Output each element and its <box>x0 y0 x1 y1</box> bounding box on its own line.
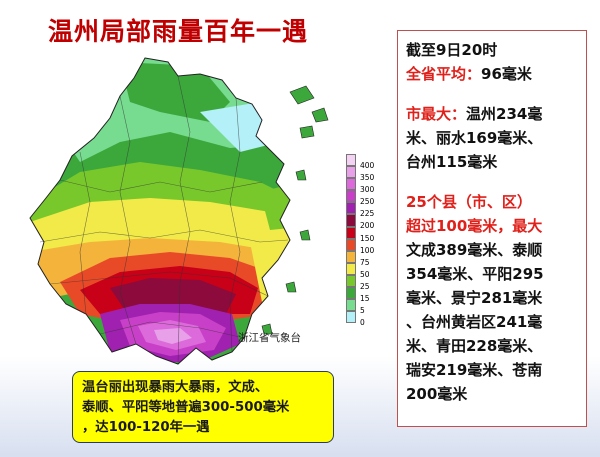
legend-item: 150 <box>346 226 380 243</box>
legend-item: 25 <box>346 274 380 291</box>
callout-line: ，达100-120年一遇 <box>82 420 210 435</box>
legend-swatch <box>346 166 356 179</box>
legend-label: 150 <box>360 233 375 243</box>
legend-item: 50 <box>346 262 380 279</box>
summary-callout: 温台丽出现暴雨大暴雨，文成、 泰顺、平阳等地普遍300-500毫米 ，达100-… <box>72 371 334 443</box>
legend-item: 250 <box>346 190 380 206</box>
legend-item: 300 <box>346 178 380 194</box>
city-max-text: 温州234毫 <box>466 105 543 123</box>
legend-item: 0 <box>346 311 380 327</box>
legend-label: 0 <box>360 318 365 328</box>
callout-line: 温台丽出现暴雨大暴雨，文成、 <box>82 380 269 395</box>
legend-label: 350 <box>360 173 375 183</box>
legend-label: 250 <box>360 197 375 207</box>
legend-label: 75 <box>360 257 370 267</box>
county-detail-line: 文成389毫米、泰顺 <box>406 241 543 259</box>
legend-swatch <box>346 250 356 263</box>
county-detail-line: 、台州黄岩区241毫 <box>406 313 543 331</box>
legend-item: 200 <box>346 214 380 230</box>
legend-item: 400 <box>346 154 380 170</box>
rainfall-map <box>0 52 400 424</box>
legend-label: 225 <box>360 209 375 219</box>
legend-label: 300 <box>360 185 375 195</box>
legend-label: 15 <box>360 294 370 304</box>
legend-label: 100 <box>360 245 375 255</box>
city-max-line: 台州115毫米 <box>406 153 498 171</box>
legend-swatch <box>346 311 356 324</box>
county-boundaries <box>39 75 289 365</box>
county-summary-line: 25个县（市、区） <box>406 193 532 211</box>
legend-swatch <box>346 299 356 312</box>
legend-swatch <box>346 178 356 191</box>
legend-label: 5 <box>360 306 365 316</box>
legend-swatch <box>346 202 356 215</box>
callout-line: 泰顺、平阳等地普遍300-500毫米 <box>82 400 290 415</box>
map-credit: 浙江省气象台 <box>238 332 301 344</box>
legend-label: 400 <box>360 161 375 170</box>
county-detail-line: 毫米、景宁281毫米 <box>406 289 543 307</box>
legend-swatch <box>346 226 356 239</box>
legend-label: 25 <box>360 281 370 291</box>
map-legend: 400 350 300 250 225 200 150 100 75 50 25… <box>346 154 380 327</box>
city-max-line: 米、丽水169毫米、 <box>406 129 543 147</box>
islands <box>261 85 329 335</box>
page-title: 温州局部雨量百年一遇 <box>48 17 309 46</box>
info-time: 截至9日20时 <box>406 41 498 59</box>
legend-item: 5 <box>346 299 380 315</box>
legend-item: 75 <box>346 250 380 267</box>
province-outline <box>29 57 291 365</box>
legend-label: 50 <box>360 269 370 279</box>
legend-item: 350 <box>346 166 380 182</box>
legend-swatch <box>346 214 356 227</box>
legend-item: 15 <box>346 287 380 303</box>
legend-swatch <box>346 154 356 167</box>
county-detail-line: 瑞安219毫米、苍南 <box>406 361 543 379</box>
legend-swatch <box>346 238 356 251</box>
legend-swatch <box>346 190 356 203</box>
province-average: 全省平均：96毫米 <box>406 62 580 86</box>
county-detail-line: 200毫米 <box>406 385 468 403</box>
rainfall-info-panel: 截至9日20时 全省平均：96毫米 市最大：温州234毫 米、丽水169毫米、 … <box>397 30 587 427</box>
legend-swatch <box>346 274 356 288</box>
legend-swatch <box>346 287 356 300</box>
legend-item: 225 <box>346 202 380 218</box>
avg-label: 全省平均： <box>406 65 482 83</box>
legend-label: 200 <box>360 221 375 231</box>
county-detail-line: 米、青田228毫米、 <box>406 337 543 355</box>
county-summary-line: 超过100毫米，最大 <box>406 217 543 235</box>
avg-value: 96毫米 <box>481 65 532 83</box>
legend-swatch <box>346 262 356 275</box>
city-max-label: 市最大： <box>406 105 467 123</box>
county-detail-line: 354毫米、平阳295 <box>406 265 544 283</box>
legend-item: 100 <box>346 238 380 255</box>
city-max-line: 市最大：温州234毫 <box>406 102 580 126</box>
zhejiang-map-graphic <box>29 57 329 365</box>
